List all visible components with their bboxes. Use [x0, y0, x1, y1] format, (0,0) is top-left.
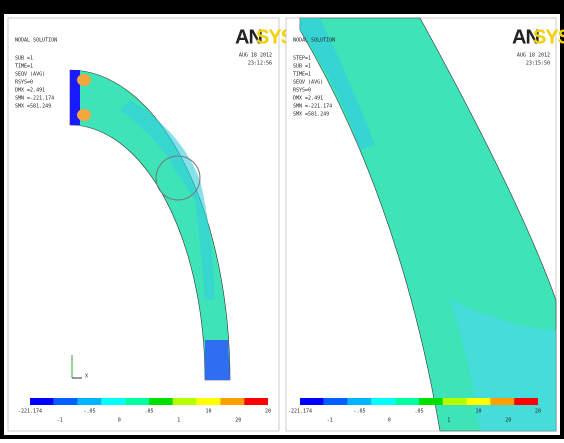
legend-label: 0 — [118, 418, 121, 424]
info-line: DMX =2.491 — [293, 96, 323, 102]
legend-swatch — [244, 398, 268, 405]
info-line: SUB =1 — [15, 56, 33, 62]
contour-region — [300, 18, 375, 150]
legend-swatch — [442, 398, 467, 405]
info-line: TIME=1 — [15, 64, 33, 70]
legend-label: -.05 — [353, 409, 365, 415]
info-line: SEQV (AVG) — [15, 72, 45, 78]
info-line: SEQV (AVG) — [293, 80, 323, 86]
legend-swatch — [77, 398, 102, 405]
legend-label: .05 — [144, 409, 153, 415]
right-panel: NODAL SOLUTION AN SYS AUG 18 2012 23:15:… — [285, 17, 564, 432]
legend-label: 20 — [535, 409, 541, 415]
legend-swatch — [149, 398, 173, 405]
info-line: RSYS=0 — [15, 80, 33, 86]
legend-swatch — [196, 398, 221, 405]
legend-swatch — [53, 398, 78, 405]
contour-region — [70, 70, 80, 125]
axis-label: X — [85, 374, 88, 380]
legend-swatch — [300, 398, 324, 405]
legend-label: 20 — [235, 418, 241, 424]
legend-label: -.05 — [83, 409, 95, 415]
contour-region — [205, 340, 230, 380]
legend-label: -221.174 — [18, 409, 42, 415]
time: 23:15:50 — [526, 61, 550, 67]
legend-swatch — [395, 398, 419, 405]
info-line: STEP=1 — [293, 56, 311, 62]
logo-an: AN — [235, 26, 262, 48]
info-line: RSYS=0 — [293, 88, 311, 94]
legend-label: 0 — [388, 418, 391, 424]
legend-swatch — [371, 398, 396, 405]
legend-label: -1 — [57, 418, 63, 424]
info-line: SMN =-221.174 — [293, 104, 332, 110]
legend-label: -221.174 — [288, 409, 312, 415]
legend-swatch — [220, 398, 245, 405]
legend-label: 20 — [505, 418, 511, 424]
highlight-circle — [155, 155, 201, 201]
legend-swatch — [466, 398, 491, 405]
legend-label: 1 — [177, 418, 180, 424]
header: NODAL SOLUTION — [293, 38, 335, 44]
legend-swatch — [323, 398, 348, 405]
header: NODAL SOLUTION — [15, 38, 57, 44]
panel-border — [7, 17, 280, 432]
legend-label: 1 — [447, 418, 450, 424]
legend-swatch — [347, 398, 372, 405]
legend-swatch — [490, 398, 515, 405]
info-line: SMX =581.249 — [293, 112, 329, 118]
legend-swatch — [30, 398, 54, 405]
contour-region — [120, 100, 215, 300]
legend-label: -1 — [327, 418, 333, 424]
legend-label: 20 — [265, 409, 271, 415]
legend-swatch — [419, 398, 443, 405]
info-line: TIME=1 — [293, 72, 311, 78]
legend-label: 10 — [475, 409, 481, 415]
legend-swatch — [172, 398, 197, 405]
legend-swatch — [514, 398, 538, 405]
left-panel: X NODAL SOLUTION AN SYS AUG 18 2012 23:1… — [7, 17, 295, 432]
logo-an: AN — [512, 26, 539, 48]
contour-region — [77, 74, 91, 86]
contour-region — [77, 109, 91, 121]
logo-sys: SYS — [256, 26, 294, 48]
info-line: DMX =2.491 — [15, 88, 45, 94]
info-line: SMX =581.249 — [15, 104, 51, 110]
legend-label: .05 — [414, 409, 423, 415]
logo-sys: SYS — [533, 26, 564, 48]
date: AUG 18 2012 — [239, 53, 272, 59]
info-line: SMN =-221.174 — [15, 96, 54, 102]
date: AUG 18 2012 — [517, 53, 550, 59]
legend-label: 10 — [205, 409, 211, 415]
legend-swatch — [125, 398, 149, 405]
time: 23:12:56 — [248, 61, 272, 67]
legend-swatch — [101, 398, 126, 405]
info-line: SUB =1 — [293, 64, 311, 70]
